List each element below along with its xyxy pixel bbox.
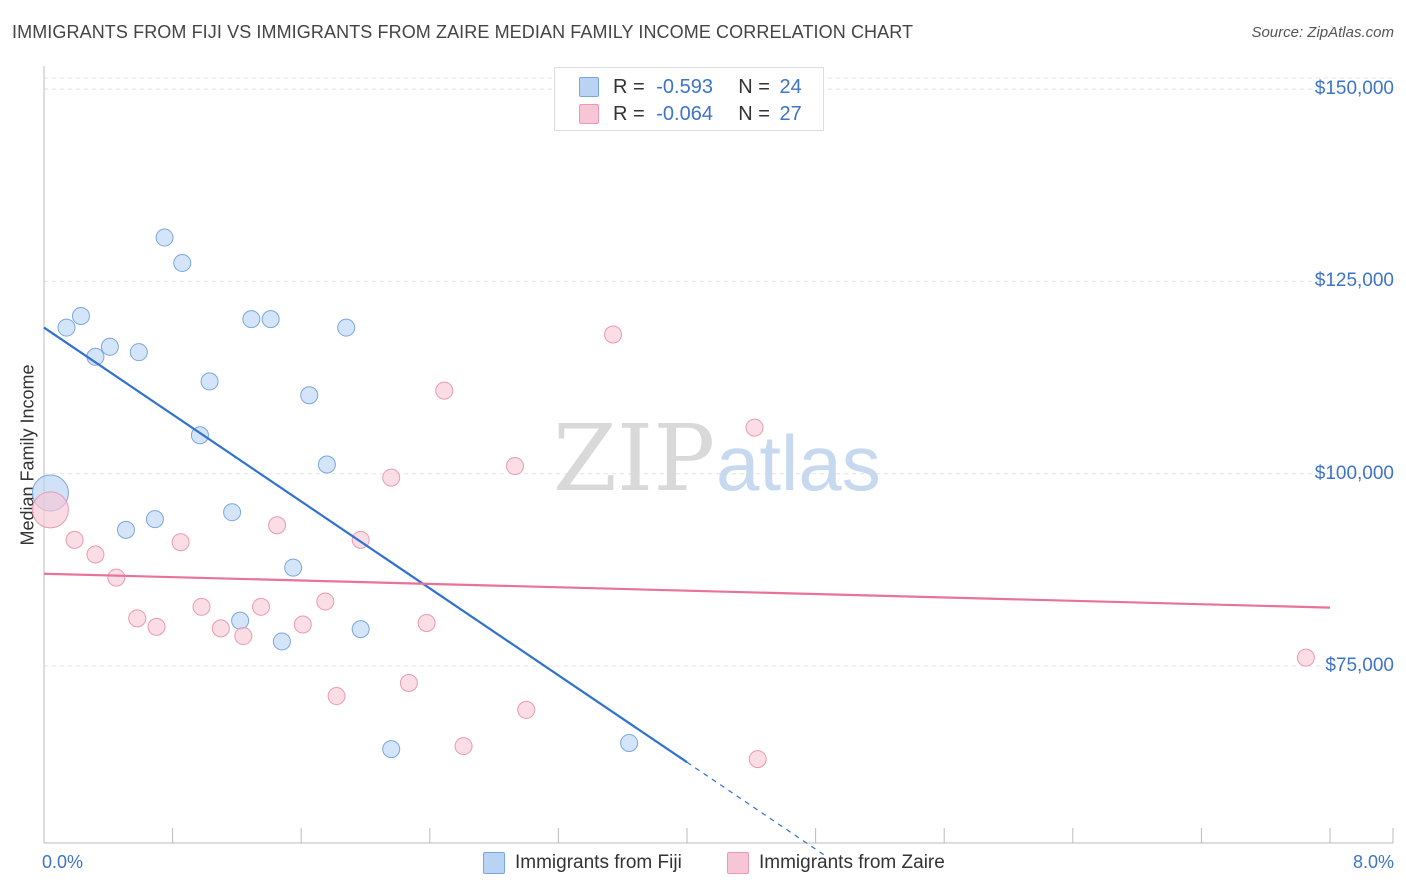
zaire-point — [86, 545, 105, 564]
zaire-point — [234, 627, 253, 646]
y-tick-label: $150,000 — [1314, 78, 1394, 100]
zaire-point — [505, 457, 524, 476]
zaire-point — [65, 530, 84, 549]
x-tick-label: 0.0% — [42, 852, 84, 872]
bottom-legend-zaire: Immigrants from Zaire — [727, 852, 945, 874]
fiji-point — [300, 386, 319, 405]
zaire-point — [454, 737, 473, 756]
zaire-point — [1296, 648, 1315, 667]
legend-swatch-fiji — [579, 77, 599, 97]
zaire-point — [316, 592, 335, 611]
zaire-point — [31, 491, 69, 529]
fiji-point — [223, 503, 242, 522]
fiji-point — [261, 310, 280, 329]
zaire-point — [745, 418, 764, 437]
bottom-legend-swatch-fiji — [483, 852, 505, 874]
x-tick-label: 8.0% — [1352, 852, 1394, 872]
legend-n-value-zaire: 27 — [779, 102, 802, 125]
chart-source: Source: ZipAtlas.com — [1251, 24, 1394, 41]
fiji-point — [231, 611, 250, 630]
fiji-point — [173, 253, 192, 272]
zaire-point — [293, 615, 312, 634]
fiji-point — [284, 558, 303, 577]
axes — [43, 66, 1394, 844]
fiji-trend-line — [43, 326, 688, 764]
gridlines — [44, 77, 1393, 667]
zaire-point — [107, 568, 126, 587]
bottom-legend-label-fiji: Immigrants from Fiji — [515, 852, 682, 873]
zaire-point — [192, 597, 211, 616]
legend-n-label: N = — [738, 75, 770, 98]
zaire-point — [211, 619, 230, 638]
fiji-point — [57, 318, 76, 337]
bottom-legend-swatch-zaire — [727, 852, 749, 874]
zaire-point — [171, 533, 190, 552]
fiji-point — [272, 632, 291, 651]
legend-r-label: R = — [613, 102, 645, 125]
fiji-point — [200, 372, 219, 391]
data-points — [31, 228, 1315, 769]
legend-r-label: R = — [613, 75, 645, 98]
correlation-legend: R = -0.593 N = 24 R = -0.064 N = 27 — [554, 67, 824, 131]
zaire-point — [268, 516, 287, 535]
y-tick-label: $100,000 — [1314, 462, 1394, 484]
fiji-point — [71, 307, 90, 326]
fiji-trend-extension — [686, 761, 824, 856]
zaire-point — [517, 700, 536, 719]
fiji-point — [317, 455, 336, 474]
fiji-point — [116, 520, 135, 539]
fiji-point — [129, 343, 148, 362]
fiji-point — [155, 228, 174, 247]
fiji-point — [382, 740, 401, 759]
y-tick-label: $75,000 — [1325, 655, 1394, 677]
zaire-point — [417, 613, 436, 632]
legend-swatch-zaire — [579, 104, 599, 124]
watermark-zip: ZIP — [553, 405, 715, 512]
legend-r-value-fiji: -0.593 — [656, 75, 713, 98]
zaire-point — [604, 325, 623, 344]
fiji-point — [351, 620, 370, 639]
zaire-trend-line — [43, 572, 1331, 609]
legend-row-zaire: R = -0.064 N = 27 — [579, 101, 802, 127]
legend-n-label: N = — [738, 102, 770, 125]
zaire-point — [252, 597, 271, 616]
bottom-legend-label-zaire: Immigrants from Zaire — [759, 852, 945, 873]
bottom-legend-fiji: Immigrants from Fiji — [483, 852, 682, 874]
chart-title: IMMIGRANTS FROM FIJI VS IMMIGRANTS FROM … — [12, 22, 914, 42]
fiji-point — [242, 310, 261, 329]
fiji-point — [620, 733, 639, 752]
zaire-point — [748, 750, 767, 769]
zaire-point — [147, 617, 166, 636]
zaire-point — [327, 687, 346, 706]
zaire-point — [382, 468, 401, 487]
watermark-atlas: atlas — [716, 419, 881, 507]
fiji-point — [100, 337, 119, 356]
zaire-point — [399, 673, 418, 692]
zaire-point — [435, 381, 454, 400]
fiji-point — [145, 510, 164, 529]
zaire-point — [128, 609, 147, 628]
y-tick-label: $125,000 — [1314, 270, 1394, 292]
legend-r-value-zaire: -0.064 — [656, 102, 713, 125]
fiji-point — [337, 318, 356, 337]
trend-lines — [43, 326, 1331, 856]
legend-n-value-fiji: 24 — [779, 75, 802, 98]
legend-row-fiji: R = -0.593 N = 24 — [579, 74, 802, 100]
